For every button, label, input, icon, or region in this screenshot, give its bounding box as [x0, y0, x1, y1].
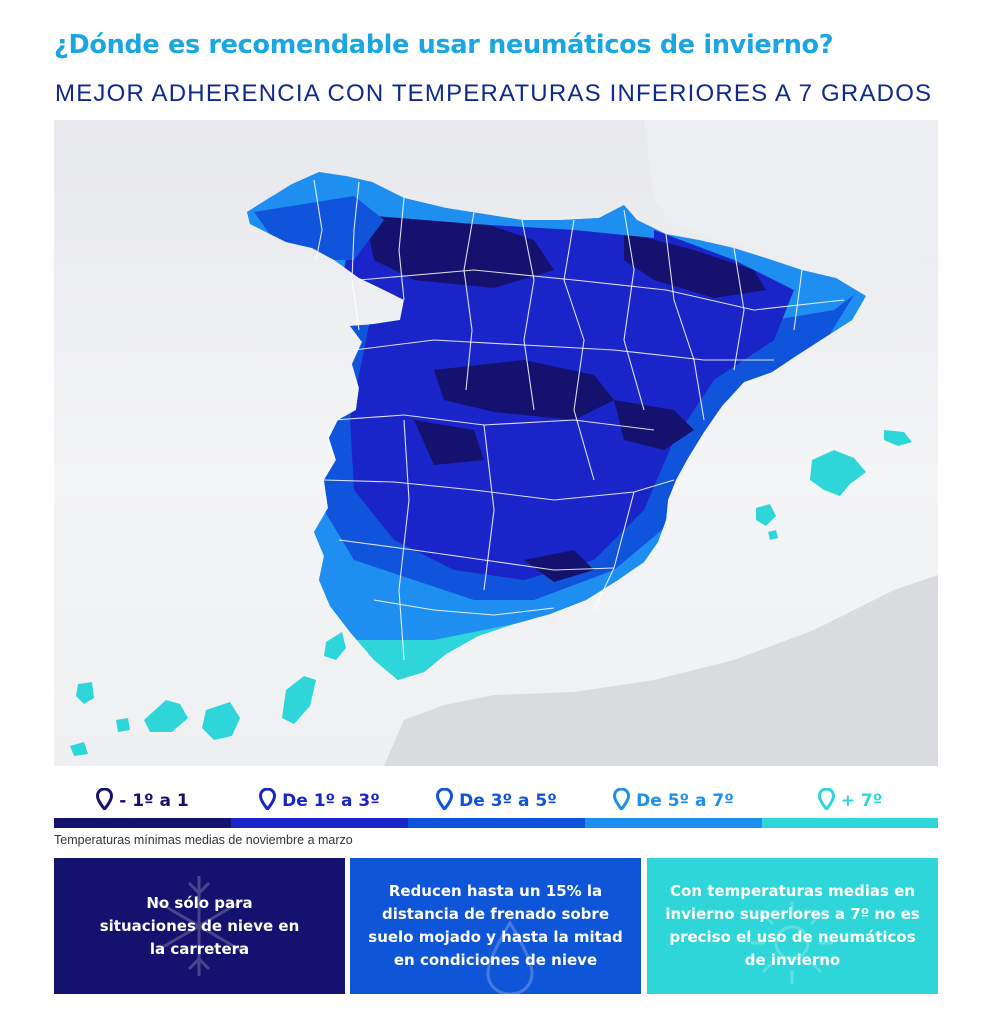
info-box-warm: Con temperaturas medias en invierno supe… [647, 858, 938, 994]
province-borders [313, 179, 845, 661]
france-coast [644, 120, 938, 288]
africa-coast [384, 575, 938, 766]
page-title: ¿Dónde es recomendable usar neumáticos d… [54, 30, 834, 60]
legend-label: + 7º [762, 788, 938, 811]
legend-item-1-3: De 1º a 3º [231, 782, 408, 830]
sun-icon [751, 902, 833, 984]
legend-label: De 5º a 7º [585, 788, 762, 811]
info-box-text: No sólo para situaciones de nieve en la … [99, 893, 300, 958]
legend-item-3-5: De 3º a 5º [408, 782, 585, 830]
legend-label: De 1º a 3º [231, 788, 408, 811]
legend-text: De 5º a 7º [636, 791, 734, 811]
legend-label: De 3º a 5º [408, 788, 585, 811]
legend-bar [231, 818, 408, 828]
legend: - 1º a 1 De 1º a 3º De 3º a 5º De 5º a 7… [54, 782, 938, 830]
info-box-braking: Reducen hasta un 15% la distancia de fre… [350, 858, 641, 994]
legend-item-5-7: De 5º a 7º [585, 782, 762, 830]
map-pin-icon [817, 788, 835, 810]
legend-bar [54, 818, 231, 828]
canary-islands [70, 632, 346, 756]
raindrop-icon [486, 920, 534, 994]
legend-bar [762, 818, 938, 828]
info-box-snow: No sólo para situaciones de nieve en la … [54, 858, 345, 994]
info-box-text: Con temperaturas medias en invierno supe… [665, 882, 920, 969]
legend-item-warm: + 7º [762, 782, 938, 830]
map-pin-icon [96, 788, 114, 810]
legend-text: De 1º a 3º [282, 791, 380, 811]
spain-map [70, 120, 938, 766]
map-pin-icon [436, 788, 454, 810]
legend-text: De 3º a 5º [459, 791, 557, 811]
legend-text: + 7º [840, 791, 883, 811]
map-pin-icon [259, 788, 277, 810]
balearic-islands [756, 430, 912, 540]
info-box-text: Reducen hasta un 15% la distancia de fre… [368, 882, 623, 969]
legend-bar [408, 818, 585, 828]
map-panel [54, 120, 938, 766]
legend-label: - 1º a 1 [54, 788, 231, 811]
legend-item-cold: - 1º a 1 [54, 782, 231, 830]
page-subtitle: MEJOR ADHERENCIA CON TEMPERATURAS INFERI… [55, 80, 933, 107]
legend-bar [585, 818, 762, 828]
legend-text: - 1º a 1 [119, 791, 189, 811]
legend-note: Temperaturas mínimas medias de noviembre… [54, 833, 353, 847]
map-pin-icon [613, 788, 631, 810]
snowflake-icon [155, 876, 243, 976]
